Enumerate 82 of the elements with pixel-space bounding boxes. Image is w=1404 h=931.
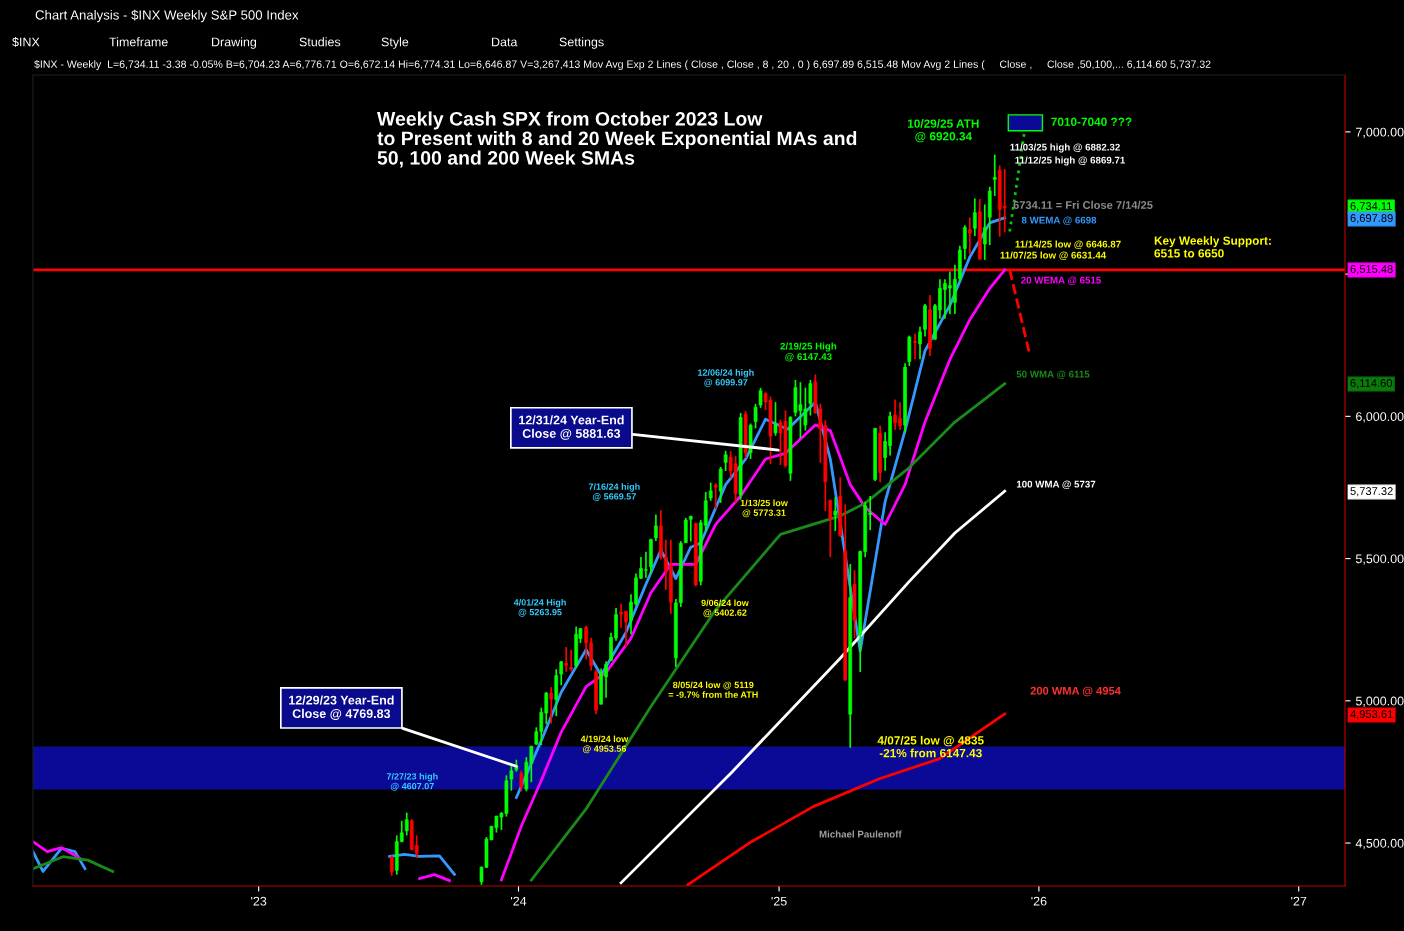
- annotation: 50 WMA @ 6115: [1016, 370, 1090, 380]
- candlestick: [404, 811, 409, 837]
- candlestick: [828, 499, 833, 558]
- annotation: 6734.11 = Fri Close 7/14/25: [1013, 200, 1153, 210]
- y-tick-label: 5,500.00: [1355, 554, 1404, 565]
- candlestick: [808, 379, 813, 417]
- annotation: 7/27/23 high @ 4607.07: [386, 772, 438, 791]
- x-tick-label: '27: [1291, 896, 1307, 906]
- candlestick: [654, 513, 658, 542]
- candlestick: [688, 514, 693, 543]
- text: 6,734.11: [1350, 202, 1392, 212]
- candlestick: [564, 646, 569, 673]
- candlestick: [718, 466, 723, 504]
- candlestick: [1002, 168, 1007, 234]
- annotation: 12/06/24 high @ 6099.97: [698, 369, 754, 387]
- candlestick: [992, 153, 997, 197]
- text: $INX: [12, 36, 40, 48]
- text: 6,114.60: [1350, 379, 1392, 389]
- candlestick: [713, 482, 718, 510]
- text: Data: [492, 37, 518, 47]
- x-tick-label: '23: [251, 896, 267, 906]
- candlestick: [708, 481, 713, 502]
- candlestick: [758, 387, 763, 409]
- candlestick: [963, 224, 967, 261]
- candlestick: [559, 660, 564, 687]
- y-tick-label: 7,000.00: [1356, 127, 1404, 139]
- x-tick-label: '25: [771, 896, 787, 906]
- text: Settings: [559, 37, 604, 49]
- annotation: 11/12/25 high @ 6869.71: [1015, 156, 1126, 166]
- text: Weekly Cash SPX from October 2023 Low to Present with 8 and 20 Week Exponential MAs and 50, 100 and 200 Week SMAs: [377, 111, 857, 168]
- text: 5,737.32: [1350, 487, 1393, 497]
- annotation: 2/19/25 High @ 6147.43: [780, 342, 837, 362]
- annotation: 12/29/23 Year-End Close @ 4769.83: [289, 695, 394, 720]
- text: 6,697.89: [1350, 214, 1393, 224]
- annotation: 12/31/24 Year-End Close @ 5881.63: [519, 415, 624, 440]
- candlestick: [967, 216, 972, 256]
- annotation: 200 WMA @ 4954: [1030, 686, 1121, 697]
- candlestick: [913, 333, 917, 361]
- annotation: 8 WEMA @ 6698: [1021, 216, 1097, 226]
- candlestick: [519, 769, 524, 793]
- annotation: 4/19/24 low @ 4953.56: [580, 735, 629, 754]
- y-tick-label: 6,000.00: [1356, 412, 1404, 423]
- x-tick-label: '24: [510, 896, 527, 906]
- candlestick: [923, 303, 927, 338]
- annotation: 20 WEMA @ 6515: [1021, 276, 1101, 286]
- annotation: 10/29/25 ATH @ 6920.34: [907, 119, 979, 143]
- annotation: 7010-7040 ???: [1051, 117, 1132, 126]
- annotation: 4/01/24 High @ 5263.95: [513, 598, 566, 617]
- text: 4,953.61: [1350, 710, 1393, 720]
- candlestick: [773, 401, 778, 437]
- text: 6,515.48: [1350, 265, 1393, 275]
- annotation: 8/05/24 low @ 5119 = -9.7% from the ATH: [668, 681, 758, 698]
- text: Studies: [299, 37, 341, 47]
- candlestick: [918, 325, 922, 361]
- y-tick-label: 5,000.00: [1355, 696, 1404, 707]
- annotation: 1/13/25 low @ 5773.31: [740, 499, 788, 518]
- y-tick-label: 4,500.00: [1355, 838, 1404, 850]
- annotation: 11/14/25 low @ 6646.87: [1015, 240, 1121, 250]
- text: Timeframe: [109, 37, 168, 47]
- annotation: 7/16/24 high @ 5669.57: [588, 483, 640, 501]
- candlestick: [972, 197, 977, 237]
- annotation: 9/06/24 low @ 5402.62: [701, 599, 749, 618]
- candlestick: [549, 686, 554, 725]
- text: $INX - Weekly L=6,734.11 -3.38 -0.05% B=6,704.23 A=6,776.71 O=6,672.14 Hi=6,774.31 Lo=6,646.87 V=3,267,413 Mov Avg Exp 2 Lines ( Close , Close , 8 , 20 , 0 ) 6,697.89 6,515.48 Mov Avg 2 Lines ( Close , Close ,50,100,... 6,114.60 5,737.32: [34, 60, 1211, 70]
- text: Drawing: [212, 37, 257, 49]
- candlestick: [723, 449, 728, 472]
- candlestick: [683, 517, 688, 544]
- candlestick: [753, 403, 758, 430]
- text: Style: [381, 37, 409, 49]
- candlestick: [982, 203, 987, 261]
- annotation: 11/07/25 low @ 6631.44: [1000, 251, 1107, 261]
- annotation: 100 WMA @ 5737: [1016, 480, 1096, 490]
- candlestick: [833, 496, 838, 532]
- candlestick: [509, 763, 514, 792]
- candlestick: [389, 854, 394, 877]
- annotation: 11/03/25 high @ 6882.32: [1010, 143, 1120, 153]
- text: Chart Analysis - $INX Weekly S&P 500 Index: [35, 9, 299, 23]
- annotation: Key Weekly Support: 6515 to 6650: [1154, 236, 1271, 258]
- candlestick: [569, 649, 574, 673]
- x-tick-label: '26: [1031, 896, 1047, 906]
- line-series: [686, 712, 1007, 886]
- annotation: Michael Paulenoff: [819, 830, 902, 838]
